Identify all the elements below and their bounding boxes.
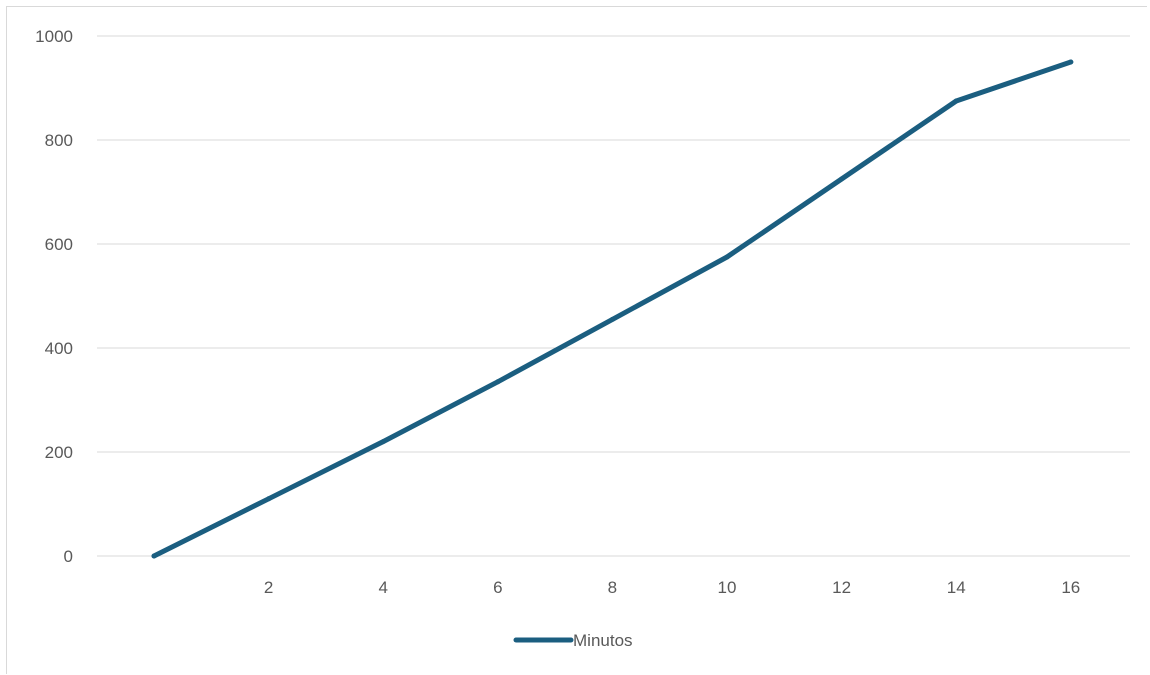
y-tick-label: 600 [45,235,73,254]
data-point [1068,59,1074,65]
y-tick-label: 200 [45,443,73,462]
data-point [495,379,501,385]
x-tick-label: 4 [378,578,387,597]
series-layer [151,59,1074,559]
data-point [953,98,959,104]
x-tick-label: 16 [1061,578,1080,597]
data-point [266,496,272,502]
x-tick-label: 10 [718,578,737,597]
x-tick-label: 12 [832,578,851,597]
x-tick-label: 2 [264,578,273,597]
series-line-minutos [151,59,1074,559]
y-tick-label: 400 [45,339,73,358]
x-tick-label: 6 [493,578,502,597]
data-point [839,176,845,182]
y-tick-label: 800 [45,131,73,150]
y-axis-tick-labels: 0 200 400 600 800 1000 [35,27,73,566]
data-point [151,553,157,559]
data-point [724,254,730,260]
data-point [380,439,386,445]
y-tick-label: 1000 [35,27,73,46]
y-tick-label: 0 [64,547,73,566]
x-axis-tick-labels: 2 4 6 8 10 12 14 16 [264,578,1080,597]
chart-frame [6,6,1147,674]
x-tick-label: 8 [608,578,617,597]
legend-label-minutos: Minutos [573,631,633,650]
gridlines [97,35,1130,557]
x-tick-label: 14 [947,578,966,597]
data-point [609,316,615,322]
legend: Minutos [513,631,633,650]
